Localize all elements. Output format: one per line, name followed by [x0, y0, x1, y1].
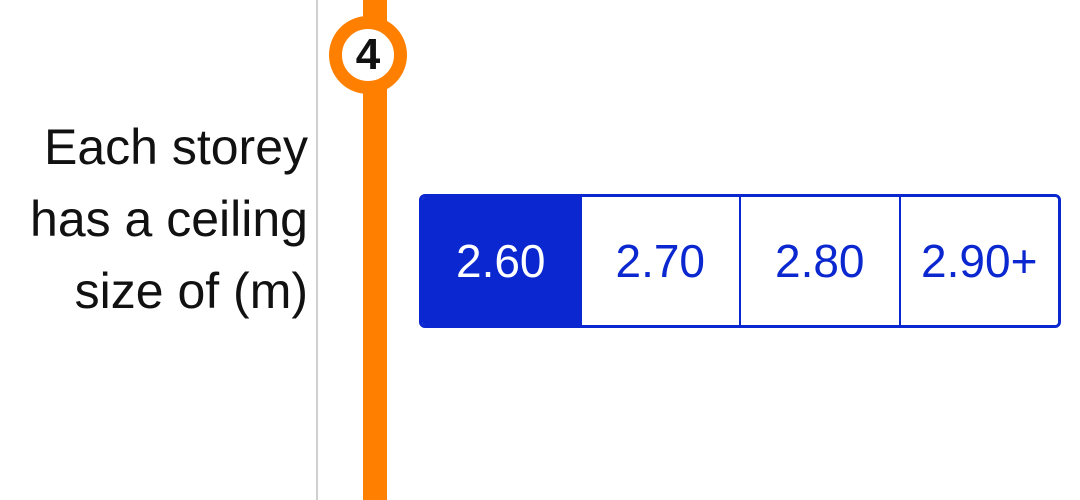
ceiling-option-2-90-plus[interactable]: 2.90+	[898, 197, 1058, 325]
question-label-line: size of (m)	[74, 263, 308, 319]
question-label-line: has a ceiling	[30, 191, 308, 247]
ceiling-option-2-70[interactable]: 2.70	[579, 197, 739, 325]
ceiling-option-2-80[interactable]: 2.80	[739, 197, 899, 325]
ceiling-size-selector: 2.60 2.70 2.80 2.90+	[419, 194, 1061, 328]
step-number: 4	[355, 30, 381, 79]
step-number-badge: 4	[329, 16, 407, 94]
question-label-line: Each storey	[43, 119, 308, 175]
question-label: Each storey has a ceiling size of (m)	[8, 111, 308, 327]
divider	[316, 0, 318, 500]
ceiling-option-2-60[interactable]: 2.60	[422, 197, 580, 325]
